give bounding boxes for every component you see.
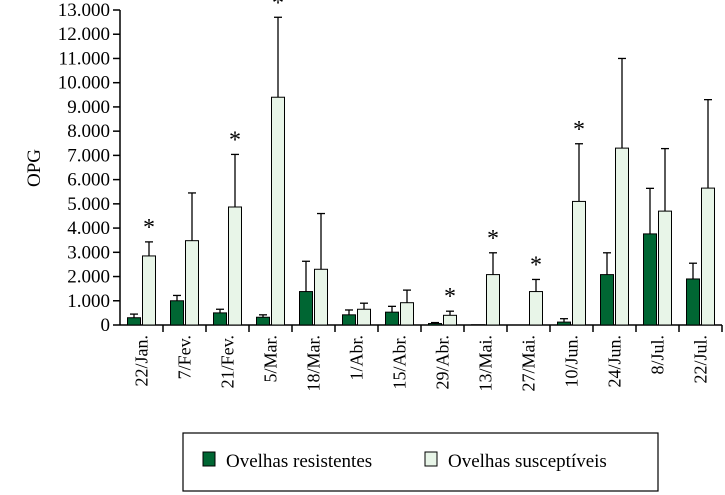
axes [119, 10, 723, 332]
significance-marker: * [530, 252, 542, 278]
y-tick-label: 8.000 [67, 121, 110, 142]
significance-marker: * [487, 226, 499, 252]
bar-susceptiveis [443, 314, 457, 326]
bar-susceptiveis [658, 210, 672, 326]
x-tick-label: 8/Jul. [648, 335, 668, 375]
legend: Ovelhas resistentes Ovelhas susceptíveis [182, 432, 659, 492]
bar-susceptiveis [529, 291, 543, 326]
bar-resistentes [170, 300, 184, 326]
bar-susceptiveis [142, 255, 156, 326]
y-tick-label: 6.000 [67, 170, 110, 191]
x-tick-label: 10/Jun. [562, 335, 582, 388]
bar-susceptiveis [572, 200, 586, 326]
x-tick-label: 27/Mai. [519, 335, 539, 392]
legend-swatch-resistentes [202, 451, 216, 467]
y-tick-label: 3.000 [67, 242, 110, 263]
bar-resistentes [600, 274, 614, 326]
x-tick-label: 24/Jun. [605, 335, 625, 388]
y-tick-label: 13.000 [58, 0, 110, 21]
bar-resistentes [213, 312, 227, 326]
bar-resistentes [256, 316, 270, 326]
x-tick-label: 18/Mar. [304, 335, 324, 392]
bar-resistentes [686, 278, 700, 326]
bar-susceptiveis [314, 268, 328, 326]
y-tick-label: 0 [101, 315, 111, 336]
x-tick-label: 5/Mar. [261, 335, 281, 383]
bar-resistentes [428, 323, 442, 326]
bar-susceptiveis [357, 308, 371, 326]
y-tick-label: 12.000 [58, 24, 110, 45]
y-tick-label: 11.000 [58, 48, 110, 69]
significance-marker: * [444, 284, 456, 310]
y-ticks: 0 1.000 2.000 3.000 4.000 5.000 6.000 7.000 8.00… [58, 0, 120, 336]
y-tick-label: 2.000 [67, 267, 110, 288]
x-tick-label: 7/Fev. [175, 335, 195, 379]
legend-box [182, 432, 659, 492]
x-tick-label: 13/Mai. [476, 335, 496, 392]
bar-resistentes [342, 314, 356, 326]
x-tick-label: 22/Jan. [132, 335, 152, 387]
legend-swatch-susceptiveis [424, 451, 438, 467]
legend-label-susceptiveis: Ovelhas susceptíveis [448, 451, 607, 472]
x-tick-label: 22/Jul. [691, 335, 711, 384]
y-tick-label: 7.000 [67, 145, 110, 166]
significance-marker: * [143, 215, 155, 241]
significance-marker: * [229, 127, 241, 153]
y-tick-label: 4.000 [67, 218, 110, 239]
x-tick-label: 15/Abr. [390, 335, 410, 390]
significance-marker: * [573, 117, 585, 143]
bar-resistentes [643, 233, 657, 326]
x-tick-labels: 22/Jan. 7/Fev. 21/Fev. 5/Mar. 18/Mar. 1/Abr. 1… [132, 335, 711, 392]
x-tick-label: 1/Abr. [347, 335, 367, 381]
bar-susceptiveis [615, 147, 629, 326]
bar-susceptiveis [486, 274, 500, 326]
y-tick-label: 10.000 [58, 73, 110, 94]
bar-resistentes [299, 291, 313, 326]
y-tick-label: 9.000 [67, 97, 110, 118]
bar-susceptiveis [185, 240, 199, 326]
bar-susceptiveis [271, 96, 285, 326]
bar-resistentes [127, 317, 141, 326]
y-axis-label: OPG [24, 149, 45, 187]
significance-marker: * [272, 0, 284, 16]
y-tick-label: 1.000 [67, 291, 110, 312]
bar-resistentes [385, 311, 399, 326]
bar-resistentes [557, 321, 571, 326]
bar-susceptiveis [701, 187, 715, 326]
bar-susceptiveis [400, 302, 414, 326]
x-tick-label: 21/Fev. [218, 335, 238, 388]
y-tick-label: 5.000 [67, 194, 110, 215]
bar-susceptiveis [228, 206, 242, 326]
x-tick-label: 29/Abr. [433, 335, 453, 390]
bars: * * * * * * * [127, 0, 715, 326]
legend-label-resistentes: Ovelhas resistentes [226, 451, 372, 472]
